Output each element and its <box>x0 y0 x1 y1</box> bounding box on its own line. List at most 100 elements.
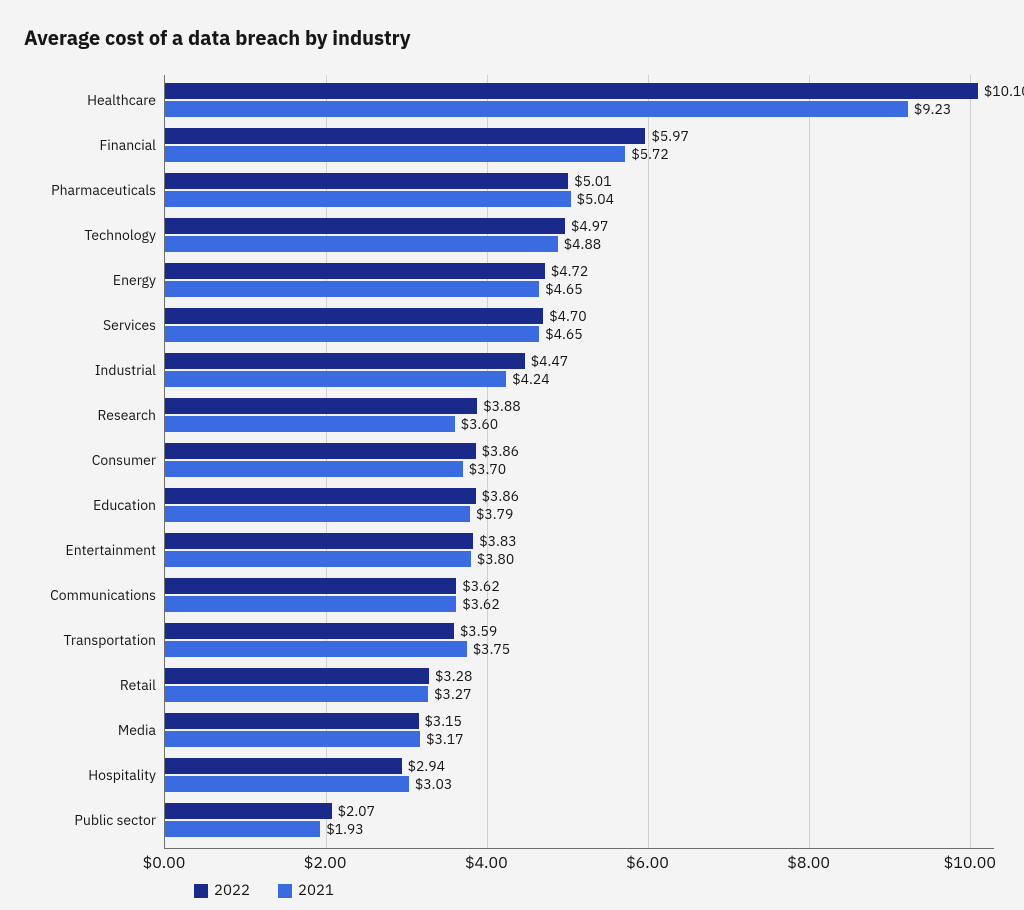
legend-swatch-icon <box>194 884 208 898</box>
category-label: Retail <box>120 676 156 694</box>
category-label: Education <box>93 496 156 514</box>
bar-value-label: $3.60 <box>461 415 498 433</box>
bar-value-label: $5.97 <box>651 127 688 145</box>
bar-value-label: $3.62 <box>462 595 499 613</box>
category-label: Research <box>98 406 156 424</box>
bar <box>165 686 428 702</box>
bar <box>165 191 571 207</box>
category-label: Pharmaceuticals <box>51 181 156 199</box>
x-tick-label: $6.00 <box>626 853 669 873</box>
category-label: Hospitality <box>88 766 156 784</box>
bar-value-label: $3.86 <box>482 442 519 460</box>
bar <box>165 578 456 594</box>
bar-value-label: $3.15 <box>425 712 462 730</box>
bar <box>165 488 476 504</box>
bar-value-label: $3.80 <box>477 550 514 568</box>
bar-value-label: $2.94 <box>408 757 445 775</box>
bar-value-label: $3.28 <box>435 667 472 685</box>
category-label: Services <box>103 316 156 334</box>
bar-value-label: $3.03 <box>415 775 452 793</box>
bar-value-label: $4.72 <box>551 262 588 280</box>
bar <box>165 623 454 639</box>
category-label: Entertainment <box>66 541 156 559</box>
bar-value-label: $3.88 <box>483 397 520 415</box>
x-tick-label: $2.00 <box>304 853 347 873</box>
category-label: Energy <box>113 271 156 289</box>
bar-value-label: $10.10 <box>984 82 1024 100</box>
bar-value-label: $4.65 <box>545 280 582 298</box>
plot-area: $10.10$9.23$5.97$5.72$5.01$5.04$4.97$4.8… <box>164 75 994 849</box>
bar <box>165 146 625 162</box>
bar <box>165 416 455 432</box>
chart-container: Average cost of a data breach by industr… <box>0 0 1024 910</box>
category-label: Industrial <box>95 361 156 379</box>
bar <box>165 173 568 189</box>
bar-value-label: $4.47 <box>531 352 568 370</box>
chart-title: Average cost of a data breach by industr… <box>24 24 994 51</box>
category-label: Communications <box>50 586 156 604</box>
bar-value-label: $9.23 <box>914 100 951 118</box>
bar-value-label: $3.59 <box>460 622 497 640</box>
bar <box>165 596 456 612</box>
bar <box>165 353 525 369</box>
bar <box>165 83 978 99</box>
bar <box>165 128 645 144</box>
bar-value-label: $4.65 <box>545 325 582 343</box>
x-axis: $0.00$2.00$4.00$6.00$8.00$10.00 <box>164 849 994 877</box>
category-label: Transportation <box>64 631 156 649</box>
bar-value-label: $1.93 <box>326 820 363 838</box>
bar <box>165 668 429 684</box>
grid-line <box>970 75 971 848</box>
bar <box>165 506 470 522</box>
legend-label: 2021 <box>298 881 334 900</box>
bar-value-label: $5.72 <box>631 145 668 163</box>
bar <box>165 731 420 747</box>
bar-value-label: $3.27 <box>434 685 471 703</box>
bar <box>165 398 477 414</box>
x-tick-label: $10.00 <box>944 853 996 873</box>
bar <box>165 461 463 477</box>
bar <box>165 443 476 459</box>
bar-value-label: $4.88 <box>564 235 601 253</box>
grid-line <box>809 75 810 848</box>
category-label: Technology <box>84 226 156 244</box>
bar <box>165 533 473 549</box>
x-tick-label: $4.00 <box>465 853 508 873</box>
x-tick-label: $0.00 <box>143 853 186 873</box>
legend-swatch-icon <box>278 884 292 898</box>
category-label: Financial <box>99 136 156 154</box>
legend: 2022 2021 <box>164 881 994 900</box>
bar <box>165 101 908 117</box>
bar-value-label: $3.79 <box>476 505 513 523</box>
bar <box>165 218 565 234</box>
legend-item-2022: 2022 <box>194 881 250 900</box>
bar <box>165 263 545 279</box>
bar <box>165 308 543 324</box>
category-label: Public sector <box>74 811 156 829</box>
bar <box>165 821 320 837</box>
chart-plot: Healthcare Financial Pharmaceuticals Techno… <box>24 75 994 849</box>
bar-value-label: $4.24 <box>512 370 549 388</box>
category-label: Healthcare <box>87 91 156 109</box>
bar-value-label: $3.75 <box>473 640 510 658</box>
bar <box>165 641 467 657</box>
x-tick-label: $8.00 <box>787 853 830 873</box>
bar-value-label: $3.17 <box>426 730 463 748</box>
y-axis-labels: Healthcare Financial Pharmaceuticals Techno… <box>24 75 164 849</box>
bar <box>165 371 506 387</box>
bar-value-label: $5.04 <box>577 190 614 208</box>
bar-value-label: $3.83 <box>479 532 516 550</box>
bar <box>165 803 332 819</box>
grid-line <box>648 75 649 848</box>
bar-value-label: $3.70 <box>469 460 506 478</box>
bar-value-label: $4.70 <box>549 307 586 325</box>
bar-value-label: $2.07 <box>338 802 375 820</box>
legend-item-2021: 2021 <box>278 881 334 900</box>
bar-value-label: $3.62 <box>462 577 499 595</box>
bar-value-label: $4.97 <box>571 217 608 235</box>
bar <box>165 758 402 774</box>
category-label: Media <box>118 721 156 739</box>
category-label: Consumer <box>92 451 156 469</box>
bar <box>165 551 471 567</box>
bar-value-label: $3.86 <box>482 487 519 505</box>
